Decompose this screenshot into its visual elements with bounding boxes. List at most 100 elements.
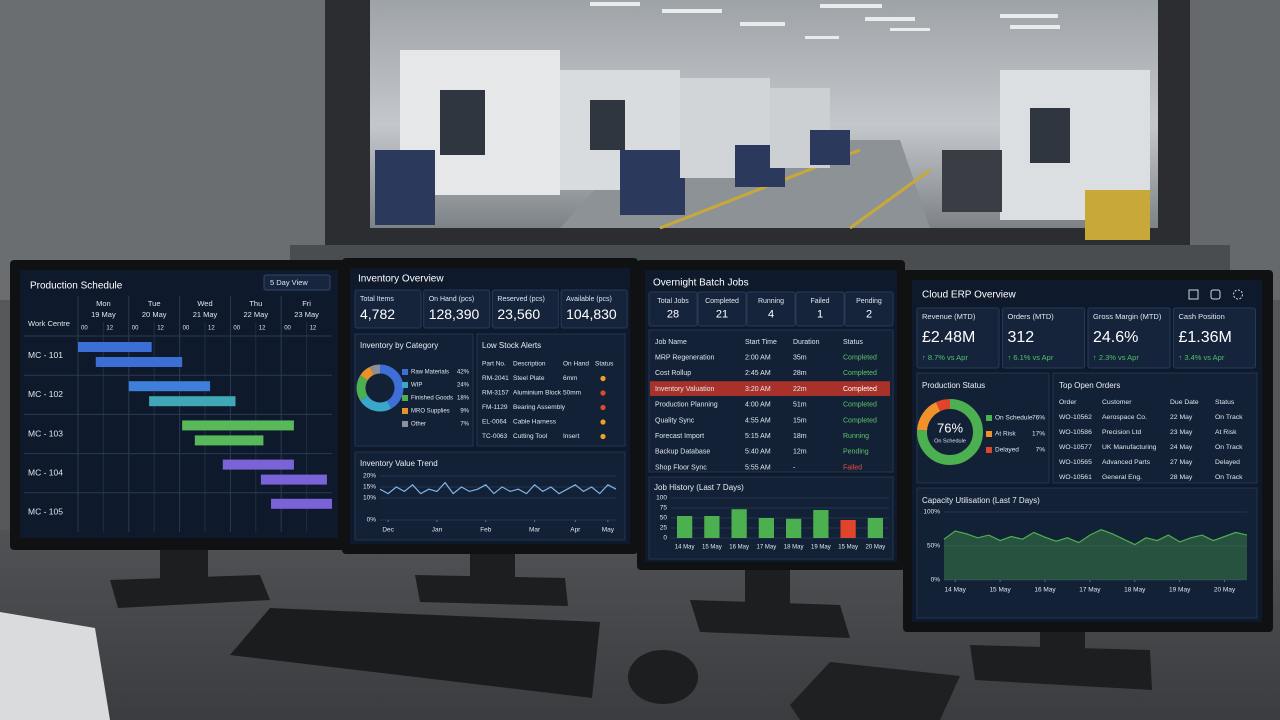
- column-header: Description: [513, 361, 546, 368]
- inventory-screen: Inventory Overview Inventory by Category…: [350, 268, 630, 544]
- day-name: Tue: [148, 299, 161, 308]
- kpi-value: 128,390: [429, 306, 480, 322]
- kpi-card: [354, 289, 422, 329]
- table-cell: UK Manufacturing: [1102, 444, 1157, 451]
- kpi-card: [795, 291, 845, 327]
- icon-button[interactable]: [1210, 289, 1221, 300]
- column-header: Start Time: [745, 339, 777, 346]
- x-tick-label: Dec: [382, 527, 394, 534]
- legend-value: 9%: [460, 409, 469, 415]
- table-cell: Forecast Import: [655, 433, 704, 440]
- hour-label: 12: [259, 326, 266, 332]
- legend-value: 18%: [457, 396, 470, 402]
- table-cell: Aluminium Block: [513, 390, 562, 397]
- table-cell: Aerospace Co.: [1102, 414, 1147, 421]
- column-header: Customer: [1102, 399, 1132, 406]
- kpi-value: 4,782: [360, 306, 395, 322]
- bar: [813, 510, 829, 538]
- table-cell: Shop Floor Sync: [655, 464, 707, 471]
- kpi-label: Failed: [810, 298, 829, 305]
- view-select-label[interactable]: 5 Day View: [270, 278, 308, 287]
- task-bar: [182, 420, 294, 431]
- table-cell: On Track: [1215, 444, 1243, 451]
- status-dot: [600, 375, 606, 382]
- table-cell: Production Planning: [655, 402, 718, 409]
- hour-label: 12: [208, 326, 215, 332]
- y-tick-label: 0: [663, 535, 667, 542]
- ceiling-lights: [590, 2, 1060, 39]
- y-tick-label: 25: [660, 525, 668, 532]
- legend-label: On Schedule: [995, 415, 1033, 422]
- x-tick-label: 20 May: [866, 545, 886, 551]
- bar: [758, 518, 775, 538]
- tablet: [790, 662, 960, 720]
- table-cell: RM-2041: [482, 375, 509, 382]
- view-select[interactable]: [263, 274, 331, 291]
- x-tick-label: 14 May: [945, 587, 967, 594]
- legend-swatch: [986, 431, 992, 437]
- kpi-label: Available (pcs): [566, 296, 612, 303]
- panel: [916, 372, 1050, 484]
- kpi-value: 23,560: [497, 306, 540, 322]
- erp-screen: Cloud ERP Overview Production Status Top…: [912, 280, 1262, 622]
- table-cell: 28m: [793, 370, 807, 377]
- table-cell: 12m: [793, 449, 807, 456]
- task-bar: [95, 357, 183, 367]
- legend-value: 7%: [460, 422, 469, 428]
- table-cell: Completed: [843, 355, 877, 362]
- legend-swatch: [402, 421, 408, 427]
- kpi-card: [1002, 307, 1085, 369]
- kpi-card: [916, 307, 1000, 369]
- status-dot: [600, 404, 606, 411]
- panel: [1052, 372, 1258, 484]
- panel-title: Top Open Orders: [1059, 381, 1120, 390]
- bar: [785, 518, 802, 538]
- task-bar: [222, 459, 294, 470]
- legend-swatch: [402, 369, 408, 375]
- machines: [375, 50, 1150, 240]
- table-cell: Backup Database: [655, 449, 710, 456]
- table-cell: On Track: [1215, 414, 1243, 421]
- column-header: Order: [1059, 399, 1077, 406]
- table-cell: WO-10586: [1059, 429, 1092, 436]
- task-bar: [149, 396, 236, 407]
- notebook: [0, 612, 110, 720]
- y-tick-label: 100%: [923, 509, 940, 516]
- kpi-value: 21: [716, 308, 728, 320]
- legend-value: 76%: [1032, 415, 1045, 422]
- panel: [354, 333, 474, 447]
- screen-title: Production Schedule: [30, 281, 123, 292]
- table-cell: Completed: [843, 370, 877, 377]
- panel-title: Inventory by Category: [360, 341, 438, 350]
- icon-button[interactable]: [1233, 289, 1243, 300]
- screen-title: Cloud ERP Overview: [922, 290, 1017, 301]
- panel: [476, 333, 626, 447]
- kpi-card: [560, 289, 628, 329]
- x-tick-label: Feb: [480, 527, 492, 534]
- hour-label: 00: [284, 326, 291, 332]
- table-cell: WO-10577: [1059, 444, 1092, 451]
- kpi-value: 104,830: [566, 306, 617, 322]
- table-cell: 2:45 AM: [745, 370, 771, 377]
- y-tick-label: 0%: [931, 577, 941, 584]
- kpi-label: Cash Position: [1179, 312, 1225, 321]
- column-header: Duration: [793, 339, 820, 346]
- table-cell: 6mm: [563, 375, 577, 382]
- y-tick-label: 20%: [363, 473, 376, 480]
- task-bar: [260, 474, 327, 485]
- legend-label: At Risk: [995, 431, 1016, 438]
- kpi-label: Total Jobs: [657, 298, 689, 305]
- bar: [731, 509, 747, 538]
- day-date: 23 May: [294, 310, 319, 319]
- kpi-card: [491, 289, 559, 329]
- icon-button[interactable]: [1188, 289, 1199, 300]
- donut-center-value: 76%: [937, 420, 963, 435]
- donut-segment: [360, 366, 375, 381]
- y-tick-label: 50: [660, 515, 668, 522]
- table-cell: 27 May: [1170, 459, 1193, 466]
- panel-title: Low Stock Alerts: [482, 341, 541, 350]
- kpi-value: 2: [866, 308, 872, 320]
- hour-label: 00: [183, 326, 190, 332]
- work-centre: MC - 102: [28, 389, 63, 399]
